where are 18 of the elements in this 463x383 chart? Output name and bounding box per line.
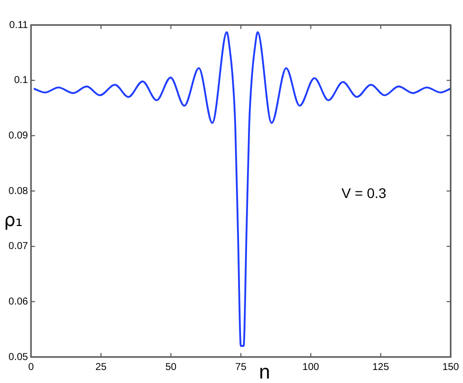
y-tick-label: 0.05	[8, 352, 28, 363]
y-tick-label: 0.1	[14, 75, 28, 86]
y-tick-label: 0.07	[8, 241, 28, 252]
x-tick-label: 75	[235, 362, 247, 373]
x-tick-label: 25	[95, 362, 107, 373]
y-tick-label: 0.11	[9, 20, 28, 31]
line-series	[32, 31, 451, 347]
y-tick-label: 0.09	[8, 130, 28, 142]
y-tick-label: 0.06	[8, 296, 28, 308]
x-tick-label: 100	[302, 362, 320, 373]
annotation: V = 0.3	[342, 185, 387, 202]
x-tick-label: 125	[372, 362, 390, 373]
x-tick-label: 0	[28, 362, 34, 373]
x-tick-label: 50	[165, 362, 177, 373]
y-tick-label: 0.08	[8, 186, 28, 197]
x-tick-label: 150	[442, 362, 460, 373]
y-axis-title: ρ₁	[4, 210, 23, 232]
x-axis-title: n	[259, 362, 270, 383]
